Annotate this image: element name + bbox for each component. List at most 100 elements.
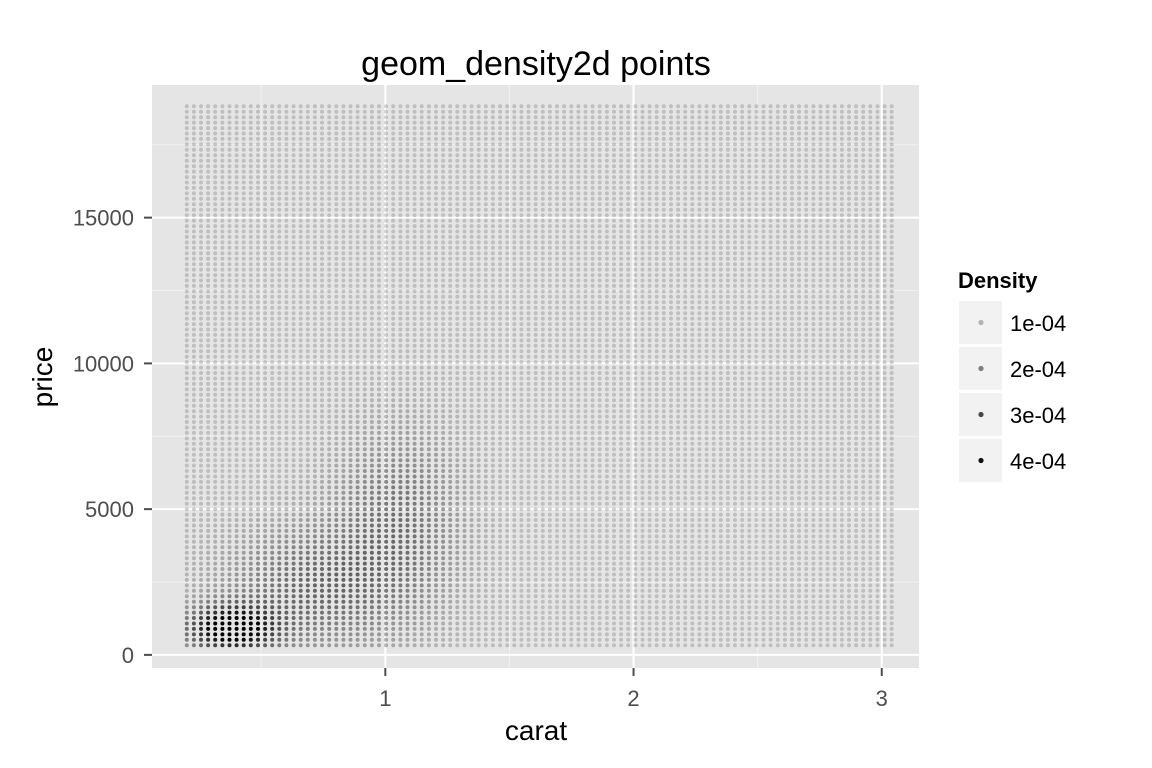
density-point	[256, 441, 260, 446]
density-point	[191, 398, 196, 403]
density-point	[476, 425, 481, 430]
density-point	[305, 425, 310, 430]
density-point	[462, 567, 467, 571]
density-point	[377, 501, 381, 506]
density-point	[412, 120, 417, 125]
density-point	[519, 338, 524, 343]
density-point	[256, 338, 260, 343]
density-point	[377, 463, 381, 468]
density-point	[199, 485, 203, 490]
density-point	[256, 196, 260, 201]
density-point	[327, 387, 332, 392]
density-point	[327, 420, 332, 424]
density-point	[248, 234, 253, 239]
density-point	[213, 512, 218, 517]
density-point	[519, 234, 524, 239]
density-point	[377, 240, 381, 245]
density-point	[448, 115, 453, 120]
density-point	[270, 316, 275, 321]
density-point	[462, 267, 467, 272]
density-point	[391, 561, 396, 566]
density-point	[220, 120, 225, 125]
density-point	[234, 490, 239, 495]
density-point	[213, 392, 218, 397]
density-point	[220, 534, 225, 539]
density-point	[213, 643, 218, 648]
density-point	[505, 278, 510, 283]
density-point	[512, 278, 517, 283]
density-point	[455, 202, 460, 207]
density-point	[369, 398, 374, 403]
density-point	[419, 365, 424, 370]
density-point	[476, 610, 481, 615]
density-point	[213, 229, 218, 234]
density-point	[533, 496, 538, 501]
density-point	[184, 120, 189, 125]
density-point	[476, 479, 481, 484]
density-point	[312, 588, 317, 593]
density-point	[256, 414, 260, 419]
density-point	[227, 528, 232, 533]
density-point	[490, 360, 495, 365]
density-point	[369, 207, 374, 212]
density-point	[284, 327, 289, 332]
density-point	[483, 376, 488, 381]
density-point	[355, 180, 360, 185]
density-point	[469, 169, 474, 174]
density-point	[476, 392, 481, 397]
density-point	[398, 229, 403, 234]
density-point	[327, 267, 332, 272]
density-point	[320, 207, 324, 212]
density-point	[220, 283, 225, 288]
density-point	[320, 202, 324, 207]
density-point	[490, 610, 495, 615]
density-point	[256, 376, 260, 381]
density-point	[298, 643, 303, 648]
density-point	[206, 294, 211, 299]
density-point	[490, 490, 495, 495]
density-point	[476, 518, 481, 522]
density-point	[441, 234, 446, 239]
density-point	[206, 381, 211, 386]
density-point	[263, 637, 268, 642]
density-point	[213, 594, 218, 599]
density-point	[398, 518, 403, 522]
density-point	[519, 447, 524, 452]
density-point	[184, 180, 189, 185]
density-point	[199, 169, 203, 174]
density-point	[191, 283, 196, 288]
density-point	[505, 490, 510, 495]
density-point	[412, 626, 417, 631]
density-point	[384, 175, 389, 180]
density-point	[398, 588, 403, 593]
density-point	[348, 496, 353, 501]
density-point	[519, 294, 524, 299]
density-point	[234, 414, 239, 419]
density-point	[284, 115, 289, 120]
density-point	[498, 229, 503, 234]
density-point	[241, 420, 246, 424]
density-point	[191, 371, 196, 375]
density-point	[199, 120, 203, 125]
density-point	[412, 267, 417, 272]
density-point	[334, 392, 339, 397]
density-point	[234, 224, 239, 229]
density-point	[206, 398, 211, 403]
density-point	[341, 305, 346, 310]
density-point	[291, 403, 296, 408]
density-point	[206, 463, 211, 468]
density-point	[199, 338, 203, 343]
density-point	[391, 158, 396, 163]
density-point	[519, 289, 524, 294]
density-point	[441, 371, 446, 375]
density-point	[490, 479, 495, 484]
density-point	[448, 621, 453, 626]
density-point	[291, 561, 296, 566]
density-point	[441, 126, 446, 131]
density-point	[199, 430, 203, 435]
density-point	[291, 251, 296, 256]
density-point	[348, 300, 353, 305]
density-point	[455, 518, 460, 522]
density-point	[362, 523, 367, 528]
density-point	[312, 474, 317, 479]
